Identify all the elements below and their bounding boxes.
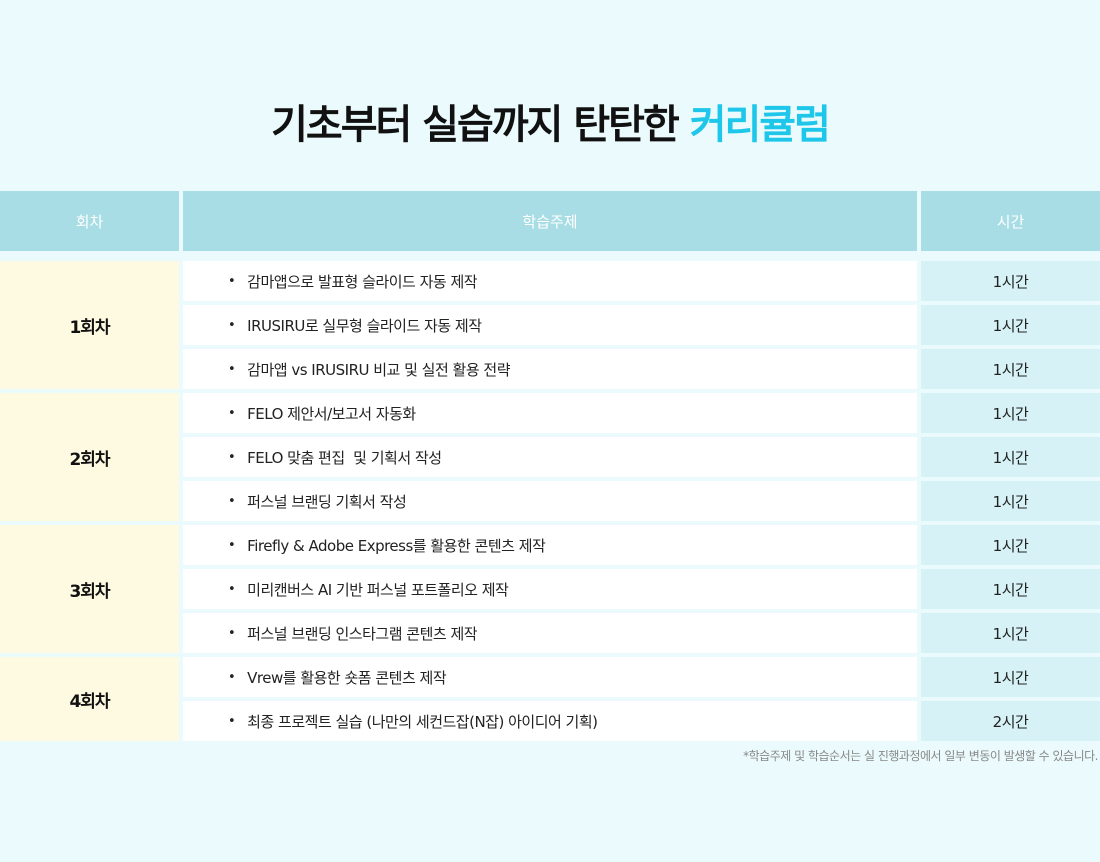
header-hours: 시간 — [921, 191, 1100, 251]
topic-cell: • IRUSIRU로 실무형 슬라이드 자동 제작 — [183, 305, 917, 345]
hours-cell: 1시간 — [921, 437, 1100, 477]
curriculum-table: 회차 학습주제 시간 1회차 • 감마앱으로 발표형 슬라이드 자동 제작 1시간 • I… — [0, 191, 1100, 741]
hours-cell: 2시간 — [921, 701, 1100, 741]
bullet-icon: • — [228, 405, 236, 421]
hours-cell: 1시간 — [921, 569, 1100, 609]
topic-cell: • Firefly & Adobe Express를 활용한 콘텐츠 제작 — [183, 525, 917, 565]
topic-cell: • FELO 맞춤 편집 및 기획서 작성 — [183, 437, 917, 477]
topic-text: FELO 맞춤 편집 및 기획서 작성 — [247, 448, 442, 467]
hours-cell: 1시간 — [921, 481, 1100, 521]
bullet-icon: • — [228, 581, 236, 597]
topic-cell: • 감마앱 vs IRUSIRU 비교 및 실전 활용 전략 — [183, 349, 917, 389]
header-topic: 학습주제 — [183, 191, 917, 251]
topic-cell: • 퍼스널 브랜딩 인스타그램 콘텐츠 제작 — [183, 613, 917, 653]
title-accent: 커리큘럼 — [689, 102, 831, 148]
topic-cell: • FELO 제안서/보고서 자동화 — [183, 393, 917, 433]
topic-text: 감마앱 vs IRUSIRU 비교 및 실전 활용 전략 — [247, 360, 511, 379]
hours-cell: 1시간 — [921, 349, 1100, 389]
topic-text: 최종 프로젝트 실습 (나만의 세컨드잡(N잡) 아이디어 기획) — [247, 712, 598, 731]
bullet-icon: • — [228, 449, 236, 465]
topic-text: Vrew를 활용한 숏폼 콘텐츠 제작 — [247, 668, 447, 687]
topic-text: 퍼스널 브랜딩 인스타그램 콘텐츠 제작 — [247, 624, 478, 643]
session-label: 4회차 — [0, 657, 179, 741]
topic-cell: • 미리캔버스 AI 기반 퍼스널 포트폴리오 제작 — [183, 569, 917, 609]
hours-cell: 1시간 — [921, 305, 1100, 345]
topic-cell: • 퍼스널 브랜딩 기획서 작성 — [183, 481, 917, 521]
hours-cell: 1시간 — [921, 261, 1100, 301]
bullet-icon: • — [228, 537, 236, 553]
bullet-icon: • — [228, 493, 236, 509]
bullet-icon: • — [228, 273, 236, 289]
hours-cell: 1시간 — [921, 657, 1100, 697]
hours-cell: 1시간 — [921, 393, 1100, 433]
session-label: 2회차 — [0, 393, 179, 521]
topic-text: IRUSIRU로 실무형 슬라이드 자동 제작 — [247, 316, 482, 335]
session-label: 3회차 — [0, 525, 179, 653]
hours-cell: 1시간 — [921, 525, 1100, 565]
bullet-icon: • — [228, 669, 236, 685]
header-session: 회차 — [0, 191, 179, 251]
bullet-icon: • — [228, 317, 236, 333]
topic-text: FELO 제안서/보고서 자동화 — [247, 404, 416, 423]
topic-cell: • 감마앱으로 발표형 슬라이드 자동 제작 — [183, 261, 917, 301]
topic-text: 감마앱으로 발표형 슬라이드 자동 제작 — [247, 272, 478, 291]
topic-text: Firefly & Adobe Express를 활용한 콘텐츠 제작 — [247, 536, 546, 555]
page-title: 기초부터 실습까지 탄탄한 커리큘럼 — [0, 92, 1100, 150]
title-main: 기초부터 실습까지 탄탄한 — [271, 102, 690, 148]
footnote: *학습주제 및 학습순서는 실 진행과정에서 일부 변동이 발생할 수 있습니다… — [743, 749, 1098, 763]
topic-cell: • Vrew를 활용한 숏폼 콘텐츠 제작 — [183, 657, 917, 697]
bullet-icon: • — [228, 713, 236, 729]
bullet-icon: • — [228, 361, 236, 377]
hours-cell: 1시간 — [921, 613, 1100, 653]
topic-text: 퍼스널 브랜딩 기획서 작성 — [247, 492, 407, 511]
bullet-icon: • — [228, 625, 236, 641]
session-label: 1회차 — [0, 261, 179, 389]
topic-cell: • 최종 프로젝트 실습 (나만의 세컨드잡(N잡) 아이디어 기획) — [183, 701, 917, 741]
topic-text: 미리캔버스 AI 기반 퍼스널 포트폴리오 제작 — [247, 580, 509, 599]
